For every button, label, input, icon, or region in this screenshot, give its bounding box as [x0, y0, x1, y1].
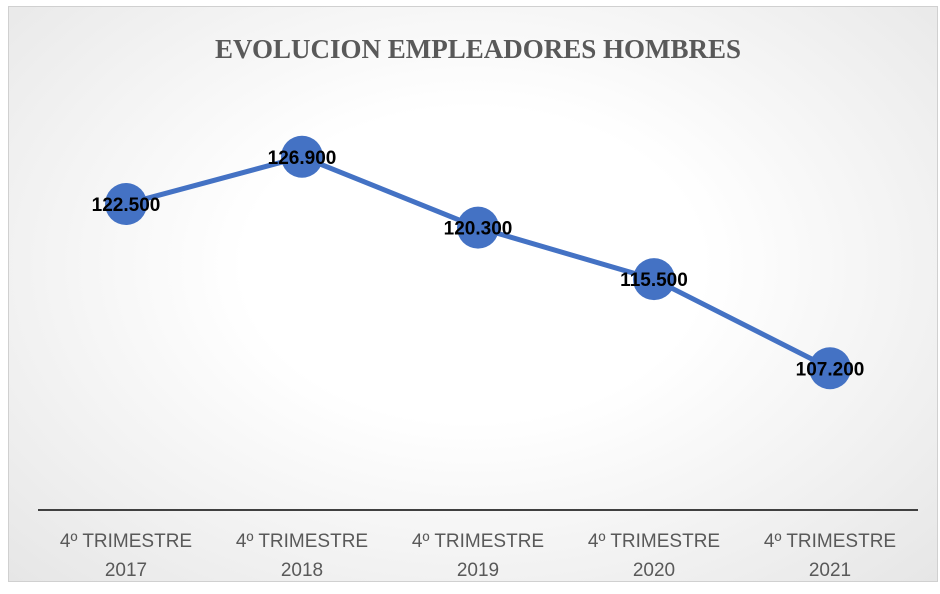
x-tick-label: 4º TRIMESTRE 2021 [763, 531, 897, 581]
chart-title: EVOLUCION EMPLEADORES HOMBRES [215, 34, 741, 64]
data-label: 122.500 [92, 195, 161, 216]
marker [633, 258, 675, 301]
marker [809, 347, 851, 390]
data-label: 107.200 [796, 359, 865, 380]
x-tick-label: 4º TRIMESTRE 2020 [587, 531, 721, 581]
marker [105, 183, 147, 225]
x-tick-label: 4º TRIMESTRE 2019 [411, 531, 545, 581]
data-label: 126.900 [268, 148, 337, 169]
data-label: 120.300 [444, 219, 513, 240]
line [125, 154, 832, 371]
marker [457, 206, 499, 249]
x-tick-label: 4º TRIMESTRE 2017 [59, 531, 193, 581]
x-tick-label: 4º TRIMESTRE 2018 [235, 531, 369, 581]
chart-frame [8, 6, 938, 582]
data-label: 115.500 [620, 270, 688, 291]
marker [281, 135, 323, 178]
